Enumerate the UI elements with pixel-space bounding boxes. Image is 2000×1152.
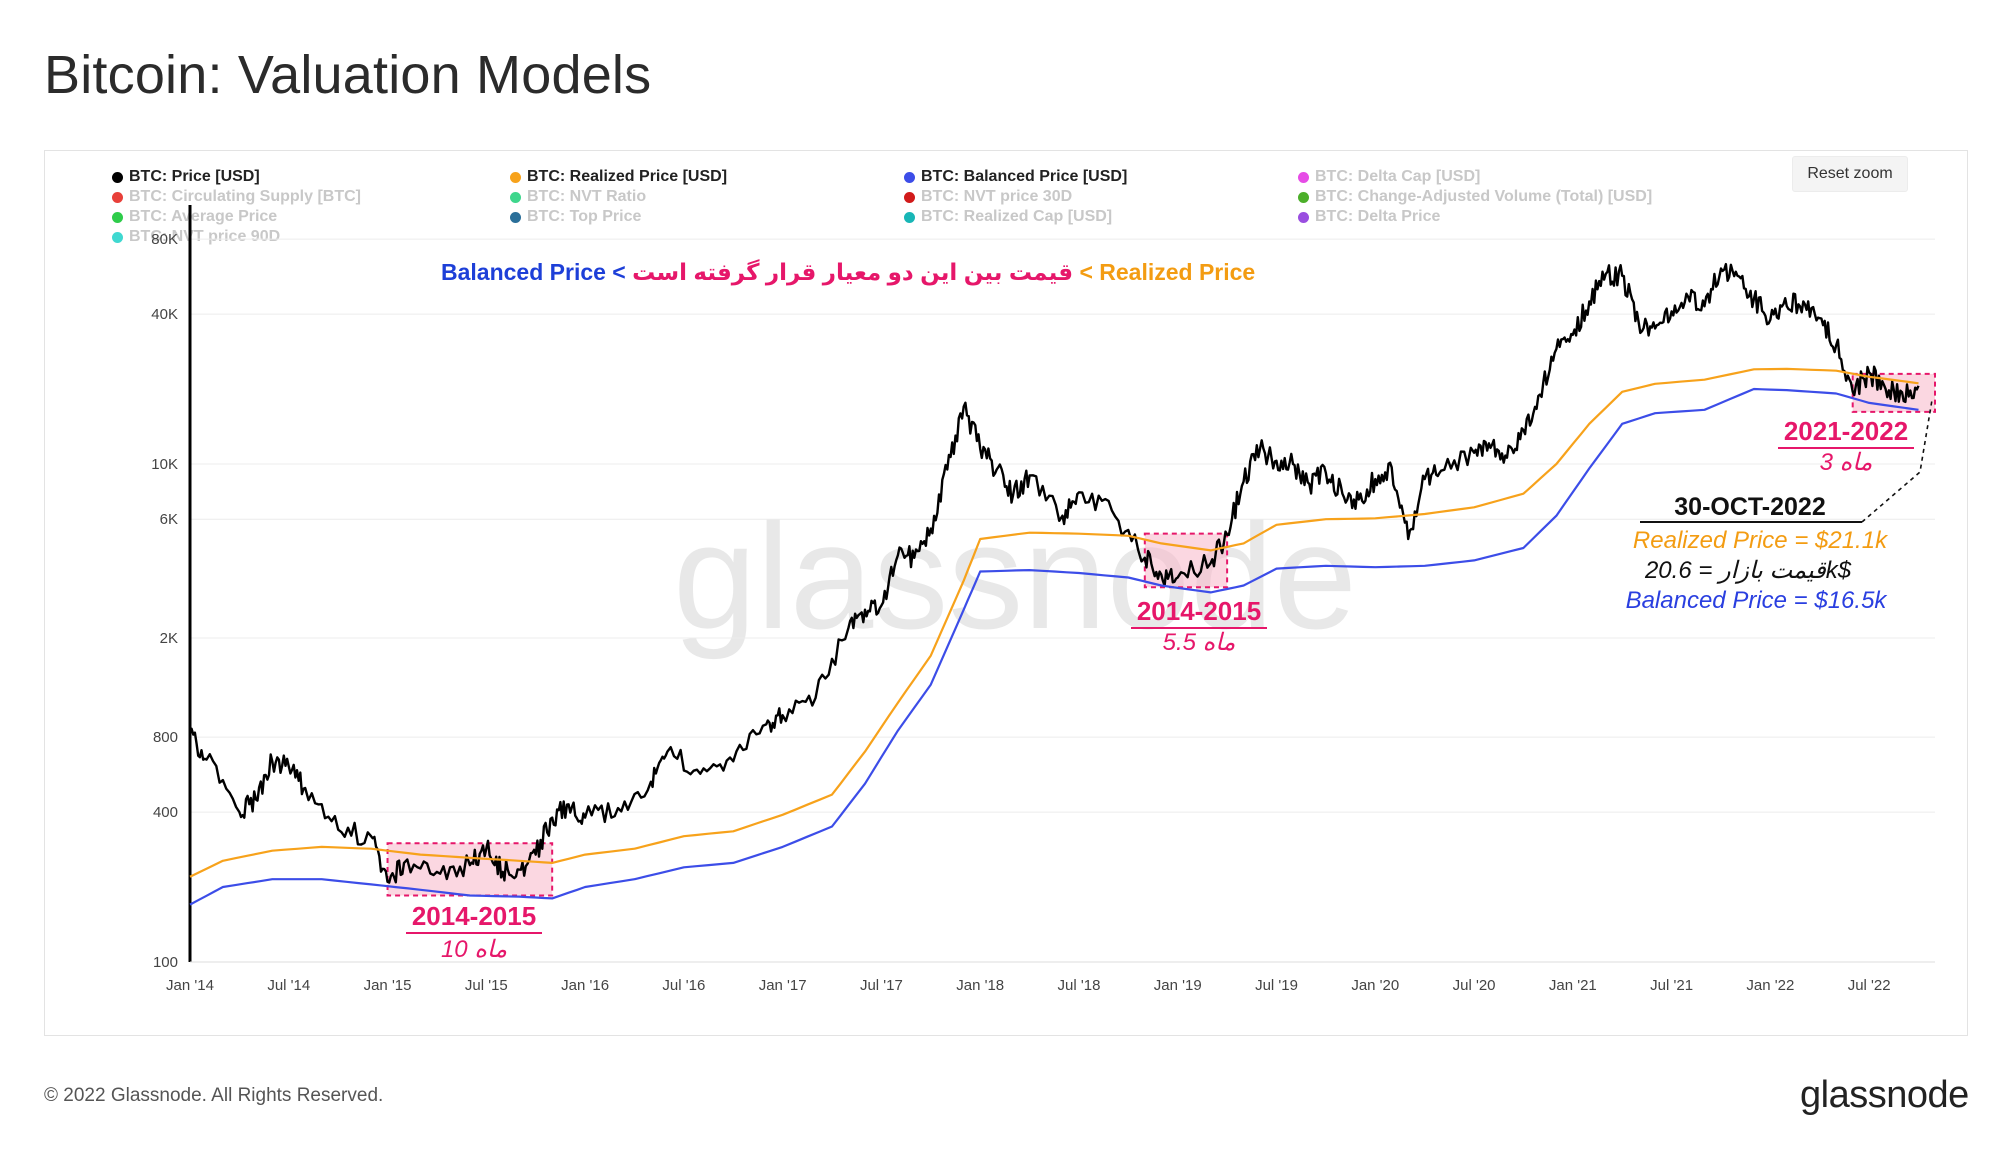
legend-item[interactable]: BTC: Delta Cap [USD] [1298, 168, 1480, 186]
legend-label: BTC: Realized Price [USD] [527, 168, 728, 185]
legend-label: BTC: Realized Cap [USD] [921, 208, 1113, 225]
legend-dot-icon [904, 211, 915, 223]
legend-item[interactable]: BTC: Average Price [112, 208, 277, 226]
copyright-footer: © 2022 Glassnode. All Rights Reserved. [44, 1085, 384, 1106]
legend-label: BTC: Balanced Price [USD] [921, 168, 1128, 185]
legend-item[interactable]: BTC: Realized Price [USD] [510, 168, 727, 186]
legend-item[interactable]: BTC: Realized Cap [USD] [904, 208, 1112, 226]
legend-dot-icon [904, 171, 915, 183]
page-title: Bitcoin: Valuation Models [44, 45, 652, 105]
legend-label: BTC: NVT price 90D [129, 228, 281, 245]
legend-label: BTC: Top Price [527, 208, 642, 225]
reset-zoom-button[interactable]: Reset zoom [1792, 156, 1908, 192]
legend-item[interactable]: BTC: NVT Ratio [510, 188, 646, 206]
chart-panel [44, 150, 1968, 1036]
legend-dot-icon [510, 171, 521, 183]
legend-label: BTC: Delta Cap [USD] [1315, 168, 1481, 185]
legend-item[interactable]: BTC: NVT price 90D [112, 228, 280, 246]
legend-label: BTC: Circulating Supply [BTC] [129, 188, 361, 205]
legend-dot-icon [112, 211, 123, 223]
legend-dot-icon [1298, 171, 1309, 183]
legend-label: BTC: Delta Price [1315, 208, 1441, 225]
legend-dot-icon [1298, 211, 1309, 223]
legend-dot-icon [510, 191, 521, 203]
glassnode-logo: glassnode [1800, 1074, 1969, 1116]
legend-item[interactable]: BTC: Delta Price [1298, 208, 1440, 226]
legend-label: BTC: Average Price [129, 208, 278, 225]
legend-label: BTC: Price [USD] [129, 168, 260, 185]
legend-label: BTC: NVT Ratio [527, 188, 647, 205]
legend-item[interactable]: BTC: Change-Adjusted Volume (Total) [USD… [1298, 188, 1652, 206]
legend-dot-icon [112, 191, 123, 203]
legend-dot-icon [112, 231, 123, 243]
legend-item[interactable]: BTC: Circulating Supply [BTC] [112, 188, 361, 206]
legend-item[interactable]: BTC: Price [USD] [112, 168, 260, 186]
legend-item[interactable]: BTC: Balanced Price [USD] [904, 168, 1127, 186]
legend-dot-icon [510, 211, 521, 223]
legend-item[interactable]: BTC: NVT price 30D [904, 188, 1072, 206]
legend-item[interactable]: BTC: Top Price [510, 208, 641, 226]
legend-label: BTC: Change-Adjusted Volume (Total) [USD… [1315, 188, 1653, 205]
legend-label: BTC: NVT price 30D [921, 188, 1073, 205]
legend-dot-icon [1298, 191, 1309, 203]
legend-dot-icon [904, 191, 915, 203]
legend-dot-icon [112, 171, 123, 183]
